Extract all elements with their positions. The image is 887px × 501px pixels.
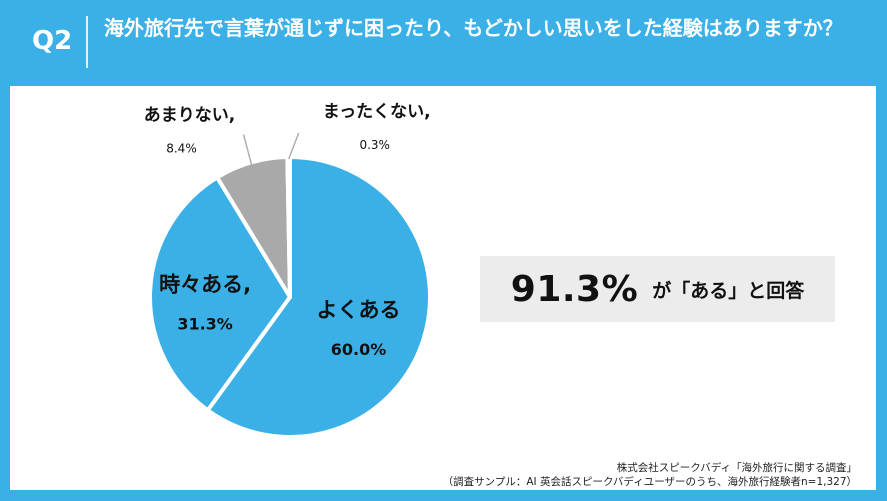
question-header: Q2 海外旅行先で言葉が通じずに困ったり、もどかしい思いをした経験はありますか？ [0, 0, 887, 82]
slice-value-4: 0.3% [359, 138, 390, 152]
slice-label-4: まったくない, [323, 102, 431, 122]
pie-slice-1 [205, 155, 432, 439]
slice-value-2: 31.3% [177, 315, 233, 334]
slice-value-1: 60.0% [331, 340, 387, 359]
slice-label-2: 時々ある, [159, 273, 251, 297]
source-line-1: 株式会社スピークバディ「海外旅行に関する調査」 [616, 462, 857, 474]
summary-percent: 91.3% [510, 268, 639, 310]
summary-text: が「ある」と回答 [652, 279, 805, 302]
summary-box: 91.3% が「ある」と回答 [480, 256, 835, 322]
slice-value-3: 8.4% [166, 141, 197, 155]
source-line-2: （調査サンプル：AI 英会話スピークバディユーザーのうち、海外旅行経験者n=1,… [442, 476, 857, 488]
leader-line-4 [288, 132, 300, 160]
source-note: 株式会社スピークバディ「海外旅行に関する調査」 （調査サンプル：AI 英会話スピ… [443, 461, 857, 489]
slice-label-1: よくある [317, 298, 401, 322]
pie-slice-2 [148, 175, 292, 413]
question-number: Q2 [32, 26, 73, 56]
header-divider [86, 16, 88, 68]
pie-slice-4 [285, 154, 292, 299]
slice-label-3: あまりない, [144, 105, 235, 125]
leader-line-3 [242, 134, 253, 165]
question-text: 海外旅行先で言葉が通じずに困ったり、もどかしい思いをした経験はありますか？ [104, 16, 843, 40]
